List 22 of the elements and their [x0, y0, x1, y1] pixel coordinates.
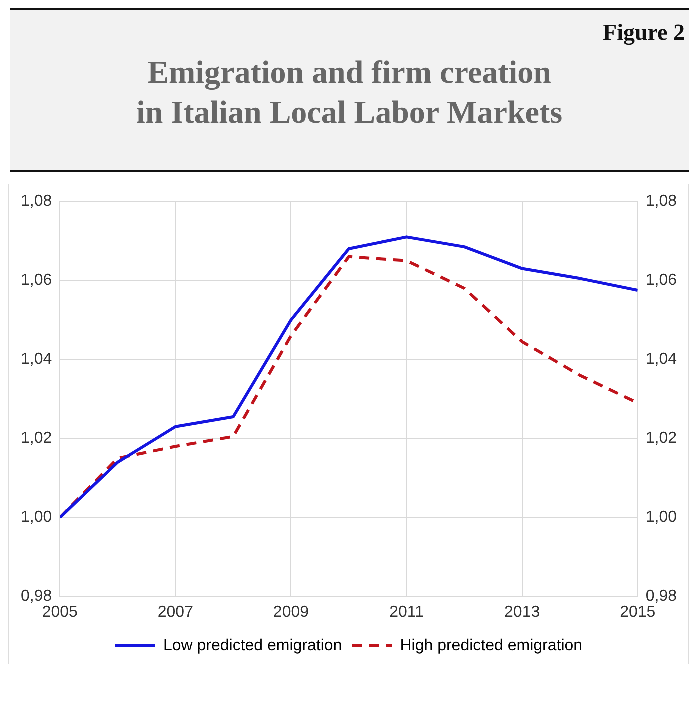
y-tick-label: 1,04	[21, 351, 52, 368]
y2-tick-label: 0,98	[646, 588, 678, 606]
y-tick-label: 1,06	[21, 272, 52, 290]
y-tick-label: 1,02	[21, 430, 52, 448]
y2-tick-label: 1,06	[646, 272, 678, 290]
y2-tick-label: 1,00	[646, 509, 678, 526]
caption: Figure 2	[603, 20, 685, 46]
legend-label: High predicted emigration	[400, 637, 583, 654]
x-tick-label: 2007	[158, 604, 194, 621]
y-tick-label: 1,00	[21, 509, 52, 526]
y-tick-label: 0,98	[21, 588, 52, 606]
y2-tick-label: 1,08	[646, 193, 678, 210]
x-tick-label: 2009	[273, 604, 310, 621]
legend-label: Low predicted emigration	[163, 637, 342, 654]
y2-tick-label: 1,04	[646, 351, 678, 368]
x-tick-label: 2015	[620, 604, 656, 621]
x-tick-label: 2011	[390, 604, 424, 621]
y-tick-label: 1,08	[21, 193, 52, 210]
x-tick-label: 2013	[504, 604, 540, 621]
chart-title: Emigration and firm creation in Italian Local Labor Markets	[135, 53, 564, 132]
y2-tick-label: 1,02	[646, 430, 678, 448]
x-tick-label: 2005	[42, 604, 78, 621]
